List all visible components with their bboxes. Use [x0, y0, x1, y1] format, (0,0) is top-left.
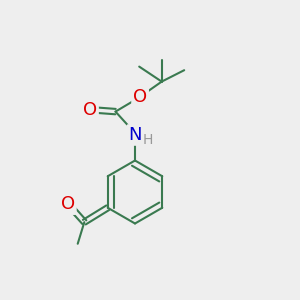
Text: N: N	[128, 126, 142, 144]
Text: O: O	[61, 195, 75, 213]
Text: O: O	[133, 88, 147, 106]
Text: H: H	[142, 134, 153, 147]
Text: O: O	[83, 101, 97, 119]
